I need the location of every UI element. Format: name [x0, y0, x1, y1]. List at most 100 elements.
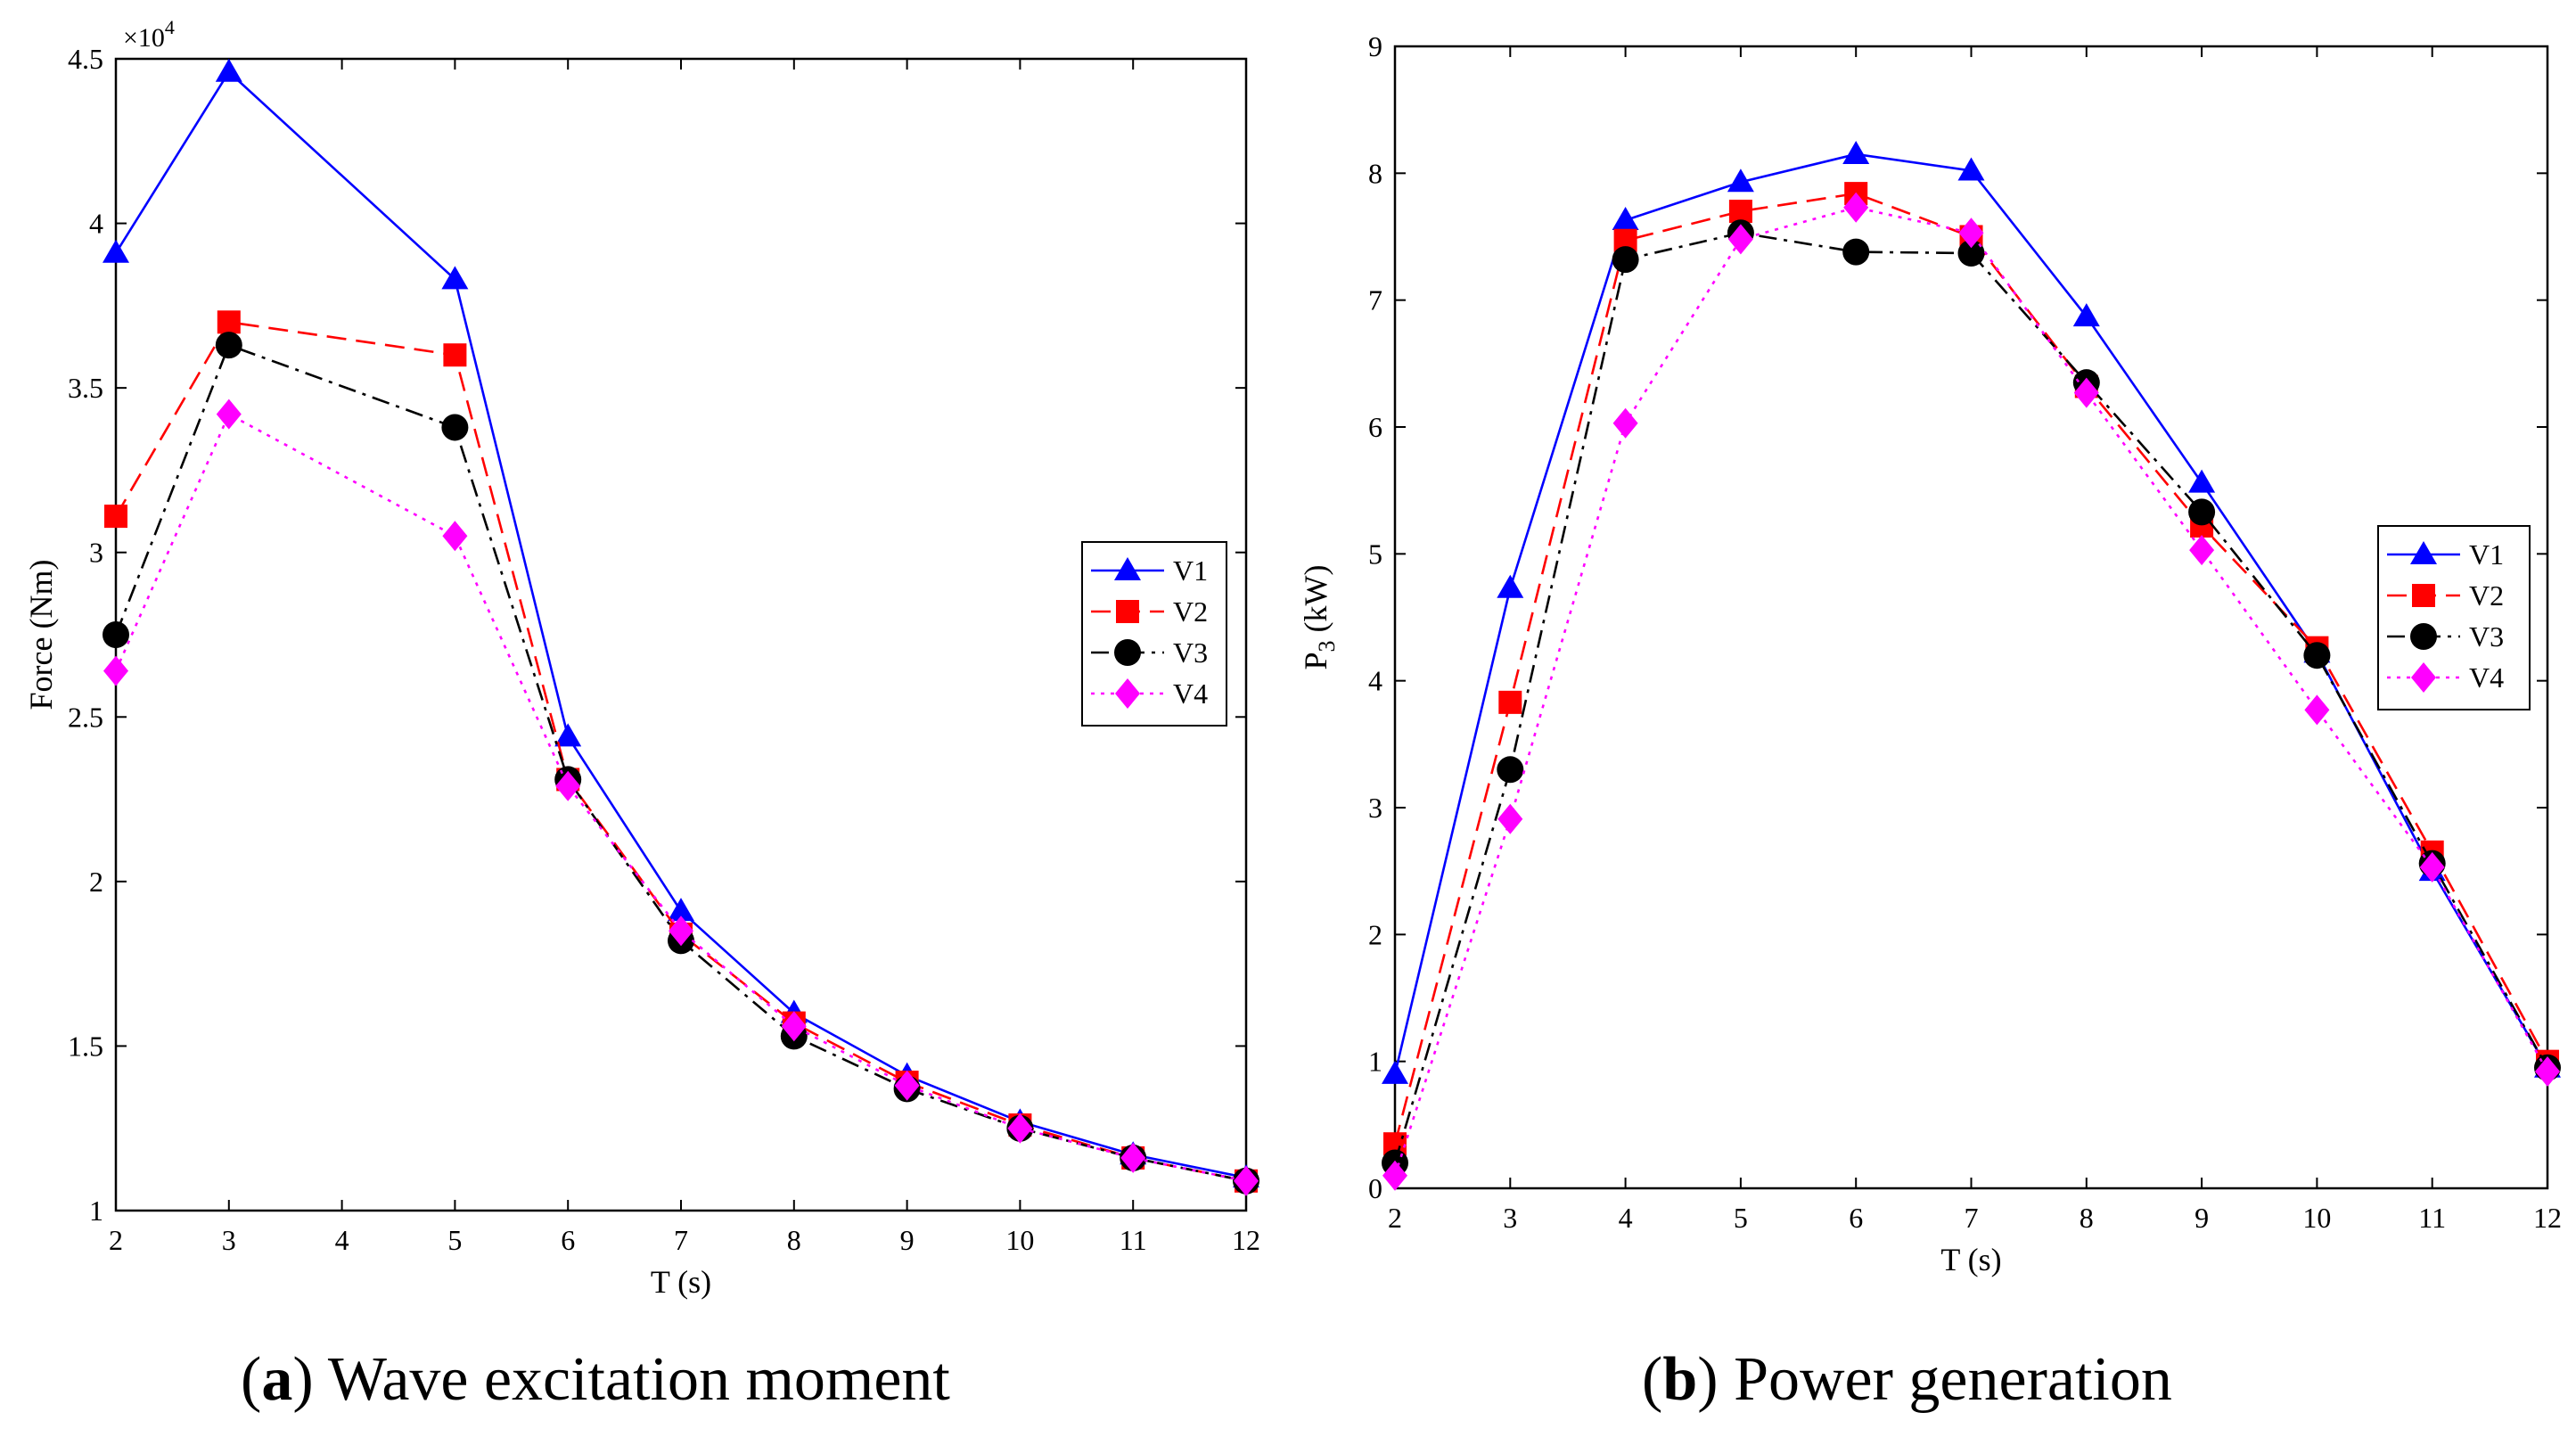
data-point: [1498, 690, 1522, 714]
y-tick-label: 1: [1368, 1046, 1382, 1078]
legend-item-v2: V2: [2387, 579, 2504, 612]
data-point: [1727, 168, 1754, 193]
y-axis-label: Force (Nm): [23, 560, 59, 710]
legend-marker: [1114, 557, 1141, 580]
y-tick-label: 1.5: [68, 1030, 103, 1062]
series-line: [1393, 192, 2549, 1145]
data-point: [1497, 574, 1524, 598]
data-point: [2535, 1056, 2560, 1088]
legend-label: V3: [1173, 636, 1208, 669]
legend-item-v2: V2: [1091, 595, 1208, 628]
caption-b-label: b: [1662, 1345, 1698, 1414]
x-tick-label: 10: [2302, 1202, 2331, 1234]
x-tick-label: 4: [335, 1224, 349, 1256]
x-tick-label: 12: [2533, 1202, 2562, 1234]
legend-label: V4: [2469, 661, 2504, 694]
data-point: [2073, 377, 2099, 408]
y-scale-base: ×10: [123, 23, 165, 53]
chart-wave-excitation-moment: 2 3 4 5 6 7 8 9 10 11 12 1 1.5 2 2.5 3 3.5 4 4.5 T (s) Force…: [23, 16, 1260, 1300]
data-point: [1382, 1160, 1407, 1191]
y-axis-label-main: P: [1298, 652, 1333, 669]
legend-marker: [2412, 584, 2435, 607]
series-line: [114, 320, 1247, 1183]
y-tick-label: 3.5: [68, 372, 103, 404]
data-point: [103, 239, 129, 263]
x-tick-label: 6: [561, 1224, 575, 1256]
data-point: [1612, 407, 1638, 439]
series-line: [114, 343, 1247, 1183]
caption-b-text: Power generation: [1734, 1345, 2172, 1414]
data-point: [1612, 206, 1639, 230]
series-v4: [103, 398, 1259, 1196]
y-tick-label: 7: [1368, 284, 1382, 316]
data-point: [1612, 246, 1639, 274]
caption-a-text: Wave excitation moment: [327, 1345, 950, 1414]
legend-label: V4: [1173, 677, 1208, 710]
x-tick-label: 8: [787, 1224, 801, 1256]
data-point: [217, 310, 241, 334]
data-point: [443, 343, 467, 367]
x-tick-label: 2: [109, 1224, 123, 1256]
series-line: [1393, 206, 2549, 1177]
data-point: [2188, 498, 2216, 526]
y-scale-exponent: ×104: [123, 16, 175, 53]
data-point: [104, 505, 127, 529]
x-tick-label: 5: [447, 1224, 462, 1256]
data-point: [1957, 157, 1985, 181]
y-tick-label: 3: [89, 537, 103, 569]
x-tick-label: 9: [900, 1224, 915, 1256]
legend: V1 V2 V3 V4: [1081, 541, 1227, 727]
y-tick-label: 5: [1368, 538, 1382, 570]
data-point: [2303, 642, 2331, 669]
y-tick-label: 2: [1368, 918, 1382, 950]
data-point: [1234, 1165, 1259, 1196]
data-point: [103, 621, 129, 648]
legend-item-v3: V3: [2387, 620, 2504, 653]
data-point: [554, 723, 582, 747]
data-point: [215, 332, 242, 359]
y-tick-label: 2.5: [68, 701, 103, 733]
data-point: [1958, 218, 1984, 249]
data-point: [1007, 1113, 1033, 1144]
data-point: [781, 1011, 807, 1042]
y-tick-label: 2: [89, 866, 103, 898]
legend-marker: [1115, 678, 1140, 709]
y-scale-power: 4: [165, 16, 175, 38]
data-point: [441, 266, 469, 290]
y-tick-label: 8: [1368, 157, 1382, 189]
x-tick-label: 5: [1734, 1202, 1748, 1234]
caption-b: (b) Power generation: [1642, 1345, 2172, 1414]
x-tick-label: 4: [1619, 1202, 1633, 1234]
y-tick-label: 6: [1368, 411, 1382, 443]
legend: V1 V2 V3 V4: [2377, 525, 2531, 710]
y-tick-label: 0: [1368, 1172, 1382, 1204]
legend-marker: [2410, 541, 2437, 564]
data-point: [1957, 240, 1985, 267]
x-tick-label: 3: [1503, 1202, 1517, 1234]
series-line: [114, 412, 1247, 1183]
data-point: [894, 1070, 920, 1101]
legend-item-v1: V1: [1091, 554, 1208, 587]
data-point: [2304, 694, 2330, 726]
data-point: [2072, 303, 2100, 327]
legend-label: V1: [1173, 554, 1208, 587]
plot-area-frame: [1393, 45, 2549, 1190]
y-tick-label: 4: [1368, 665, 1382, 697]
x-axis-label: T (s): [651, 1264, 711, 1300]
x-tick-label: 7: [674, 1224, 688, 1256]
legend-item-v3: V3: [1091, 636, 1208, 669]
legend-box: [1081, 541, 1227, 727]
data-point: [1842, 238, 1870, 266]
y-axis-label-subscript: 3: [1314, 640, 1340, 652]
x-tick-label: 7: [1965, 1202, 1979, 1234]
data-point: [441, 414, 469, 441]
legend-marker: [2410, 623, 2437, 650]
data-point: [215, 58, 242, 82]
data-point: [216, 398, 242, 430]
y-tick-label: 1: [89, 1195, 103, 1227]
x-tick-label: 12: [1232, 1224, 1260, 1256]
series-v3: [103, 332, 1259, 1195]
data-point: [442, 521, 468, 552]
series-line: [1393, 152, 2549, 1075]
